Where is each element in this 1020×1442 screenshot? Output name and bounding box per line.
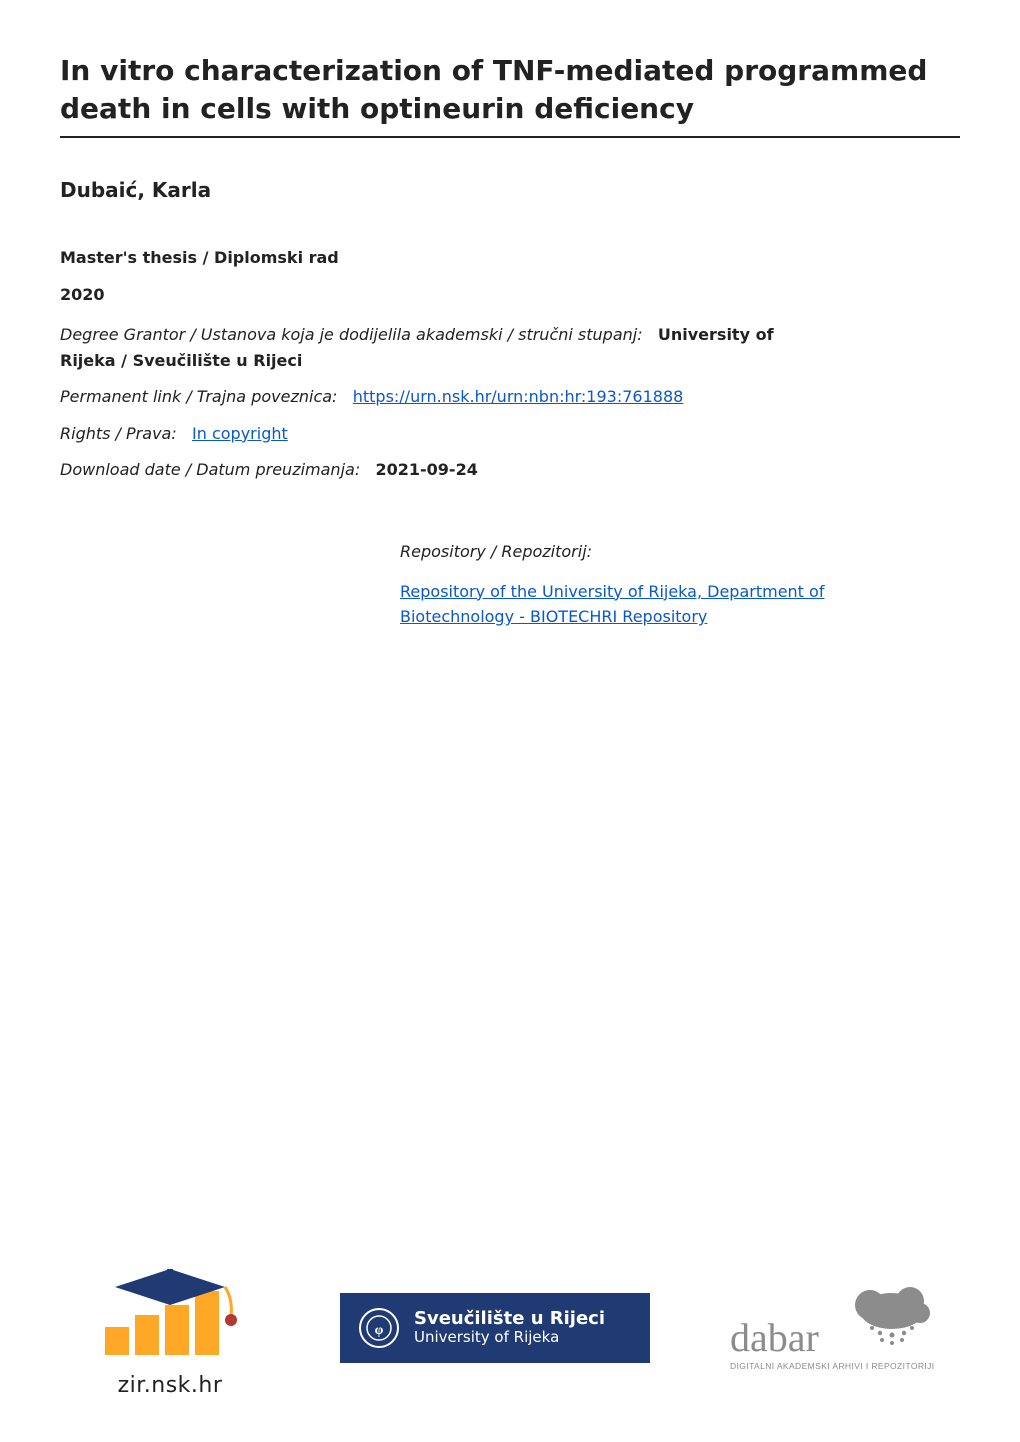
page: In vitro characterization of TNF-mediate… (0, 0, 1020, 1442)
repository-link[interactable]: Repository of the University of Rijeka, … (400, 579, 880, 630)
permalink-url[interactable]: https://urn.nsk.hr/urn:nbn:hr:193:761888 (353, 387, 684, 406)
thesis-type: Master's thesis / Diplomski rad (60, 248, 960, 267)
university-name-eng: University of Rijeka (414, 1329, 605, 1346)
degree-grantor-line: Degree Grantor / Ustanova koja je dodije… (60, 322, 960, 375)
download-date-label: Download date / Datum preuzimanja: (60, 460, 360, 479)
zir-caption: zir.nsk.hr (60, 1373, 280, 1398)
spacer (343, 387, 348, 406)
paper-title: In vitro characterization of TNF-mediate… (60, 52, 960, 128)
repository-block: Repository / Repozitorij: Repository of … (400, 542, 960, 630)
dabar-logo[interactable]: dabar DIGITALNI AKADEMSKI ARHIVI I REPOZ… (710, 1273, 960, 1383)
title-rule (60, 136, 960, 138)
dabar-logo-svg: dabar DIGITALNI AKADEMSKI ARHIVI I REPOZ… (720, 1273, 950, 1383)
permalink-label: Permanent link / Trajna poveznica: (60, 387, 337, 406)
zir-logo-svg (75, 1257, 265, 1367)
degree-grantor-value-2: Rijeka / Sveučilište u Rijeci (60, 351, 302, 370)
rights-line: Rights / Prava: In copyright (60, 421, 960, 447)
dabar-subtitle: DIGITALNI AKADEMSKI ARHIVI I REPOZITORIJ… (730, 1361, 935, 1371)
dabar-wordmark: dabar (730, 1315, 819, 1360)
spacer (365, 460, 370, 479)
svg-text:φ: φ (375, 1323, 384, 1338)
permalink-line: Permanent link / Trajna poveznica: https… (60, 384, 960, 410)
rights-value[interactable]: In copyright (192, 424, 288, 443)
spacer (182, 424, 187, 443)
zir-logo[interactable]: zir.nsk.hr (60, 1257, 280, 1398)
university-seal-icon: φ (358, 1307, 400, 1349)
year: 2020 (60, 285, 960, 304)
download-date-value: 2021-09-24 (375, 460, 477, 479)
author-name: Dubaić, Karla (60, 178, 960, 202)
footer-logos: zir.nsk.hr φ Sveučilište u Rijeci Univer… (60, 1257, 960, 1398)
download-date-line: Download date / Datum preuzimanja: 2021-… (60, 457, 960, 483)
university-text: Sveučilište u Rijeci University of Rijek… (414, 1309, 605, 1347)
spacer (648, 325, 653, 344)
degree-grantor-label: Degree Grantor / Ustanova koja je dodije… (60, 325, 643, 344)
university-badge[interactable]: φ Sveučilište u Rijeci University of Rij… (340, 1293, 650, 1363)
repository-label: Repository / Repozitorij: (400, 542, 960, 561)
rights-label: Rights / Prava: (60, 424, 177, 443)
university-name-cro: Sveučilište u Rijeci (414, 1309, 605, 1330)
degree-grantor-value-1: University of (658, 325, 774, 344)
